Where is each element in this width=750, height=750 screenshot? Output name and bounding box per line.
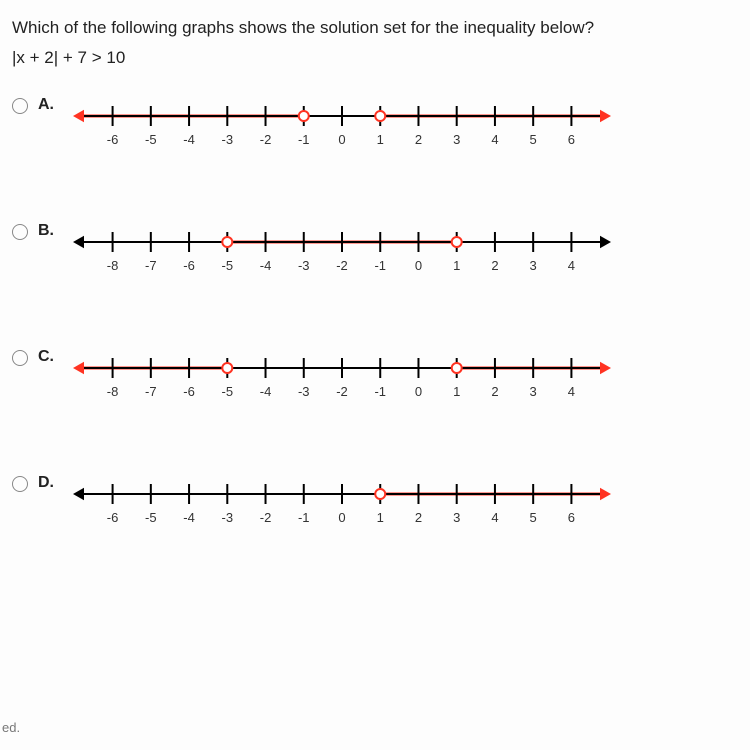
option-row[interactable]: D. -6 -5 -4 -3 -2 -1 0 1 2 3 4 5 6 — [12, 472, 738, 542]
tick-label: 3 — [453, 510, 460, 525]
option-radio[interactable] — [12, 224, 28, 240]
tick-label: -5 — [145, 510, 157, 525]
inequality-text: |x + 2| + 7 > 10 — [12, 48, 738, 68]
left-arrow-icon — [73, 362, 84, 375]
tick-label: 4 — [568, 384, 575, 399]
tick-label: -5 — [222, 384, 234, 399]
open-circle-icon — [299, 111, 309, 121]
numberline-wrap: -6 -5 -4 -3 -2 -1 0 1 2 3 4 5 6 — [62, 472, 738, 542]
tick-label: 2 — [415, 132, 422, 147]
tick-label: 3 — [453, 132, 460, 147]
tick-label: -2 — [260, 510, 272, 525]
open-circle-icon — [375, 489, 385, 499]
open-circle-icon — [222, 363, 232, 373]
left-arrow-icon — [73, 488, 84, 501]
option-row[interactable]: A. -6 -5 -4 -3 -2 -1 0 1 2 3 4 5 6 — [12, 94, 738, 164]
tick-label: 1 — [453, 258, 460, 273]
left-arrow-icon — [73, 110, 84, 123]
option-label: D. — [38, 474, 62, 492]
tick-label: 6 — [568, 510, 575, 525]
numberline: -6 -5 -4 -3 -2 -1 0 1 2 3 4 5 6 — [62, 94, 622, 164]
tick-label: -1 — [374, 384, 386, 399]
tick-label: -1 — [374, 258, 386, 273]
tick-label: -5 — [145, 132, 157, 147]
tick-label: -2 — [336, 384, 348, 399]
tick-label: 6 — [568, 132, 575, 147]
tick-label: 3 — [530, 384, 537, 399]
tick-label: -8 — [107, 258, 119, 273]
tick-label: -4 — [183, 510, 195, 525]
numberline-wrap: -6 -5 -4 -3 -2 -1 0 1 2 3 4 5 6 — [62, 94, 738, 164]
right-arrow-icon — [600, 236, 611, 249]
option-radio[interactable] — [12, 476, 28, 492]
question-text: Which of the following graphs shows the … — [12, 18, 738, 38]
right-arrow-icon — [600, 110, 611, 123]
tick-label: -3 — [298, 258, 310, 273]
tick-label: -2 — [260, 132, 272, 147]
tick-label: -4 — [260, 384, 272, 399]
tick-label: 0 — [415, 258, 422, 273]
open-circle-icon — [375, 111, 385, 121]
tick-label: -7 — [145, 384, 157, 399]
option-label: C. — [38, 348, 62, 366]
tick-label: -1 — [298, 132, 310, 147]
open-circle-icon — [452, 363, 462, 373]
numberline: -6 -5 -4 -3 -2 -1 0 1 2 3 4 5 6 — [62, 472, 622, 542]
option-label: B. — [38, 222, 62, 240]
option-row[interactable]: C. -8 -7 -6 -5 -4 -3 -2 -1 0 1 2 3 4 — [12, 346, 738, 416]
numberline-wrap: -8 -7 -6 -5 -4 -3 -2 -1 0 1 2 3 4 — [62, 220, 738, 290]
left-arrow-icon — [73, 236, 84, 249]
tick-label: -6 — [183, 258, 195, 273]
tick-label: -5 — [222, 258, 234, 273]
options-container: A. -6 -5 -4 -3 -2 -1 0 1 2 3 4 5 6 B. -8 -7 -6 -5 -4 -3 -2 -1 0… — [12, 94, 738, 542]
tick-label: -1 — [298, 510, 310, 525]
tick-label: 2 — [491, 258, 498, 273]
option-radio[interactable] — [12, 350, 28, 366]
tick-label: 5 — [530, 132, 537, 147]
tick-label: 0 — [338, 132, 345, 147]
right-arrow-icon — [600, 362, 611, 375]
tick-label: -3 — [222, 510, 234, 525]
tick-label: 1 — [453, 384, 460, 399]
option-radio[interactable] — [12, 98, 28, 114]
right-arrow-icon — [600, 488, 611, 501]
numberline-wrap: -8 -7 -6 -5 -4 -3 -2 -1 0 1 2 3 4 — [62, 346, 738, 416]
tick-label: -3 — [298, 384, 310, 399]
tick-label: 3 — [530, 258, 537, 273]
tick-label: -6 — [107, 510, 119, 525]
tick-label: 2 — [415, 510, 422, 525]
tick-label: -4 — [183, 132, 195, 147]
tick-label: 2 — [491, 384, 498, 399]
numberline: -8 -7 -6 -5 -4 -3 -2 -1 0 1 2 3 4 — [62, 220, 622, 290]
footer-ed: ed. — [2, 720, 20, 735]
tick-label: 0 — [338, 510, 345, 525]
tick-label: 1 — [377, 510, 384, 525]
numberline: -8 -7 -6 -5 -4 -3 -2 -1 0 1 2 3 4 — [62, 346, 622, 416]
tick-label: -2 — [336, 258, 348, 273]
tick-label: -6 — [107, 132, 119, 147]
open-circle-icon — [222, 237, 232, 247]
tick-label: 4 — [491, 132, 498, 147]
tick-label: -4 — [260, 258, 272, 273]
tick-label: 4 — [491, 510, 498, 525]
tick-label: -8 — [107, 384, 119, 399]
tick-label: 1 — [377, 132, 384, 147]
tick-label: -6 — [183, 384, 195, 399]
tick-label: 4 — [568, 258, 575, 273]
option-label: A. — [38, 96, 62, 114]
tick-label: -7 — [145, 258, 157, 273]
tick-label: 5 — [530, 510, 537, 525]
tick-label: -3 — [222, 132, 234, 147]
open-circle-icon — [452, 237, 462, 247]
option-row[interactable]: B. -8 -7 -6 -5 -4 -3 -2 -1 0 1 2 3 4 — [12, 220, 738, 290]
tick-label: 0 — [415, 384, 422, 399]
